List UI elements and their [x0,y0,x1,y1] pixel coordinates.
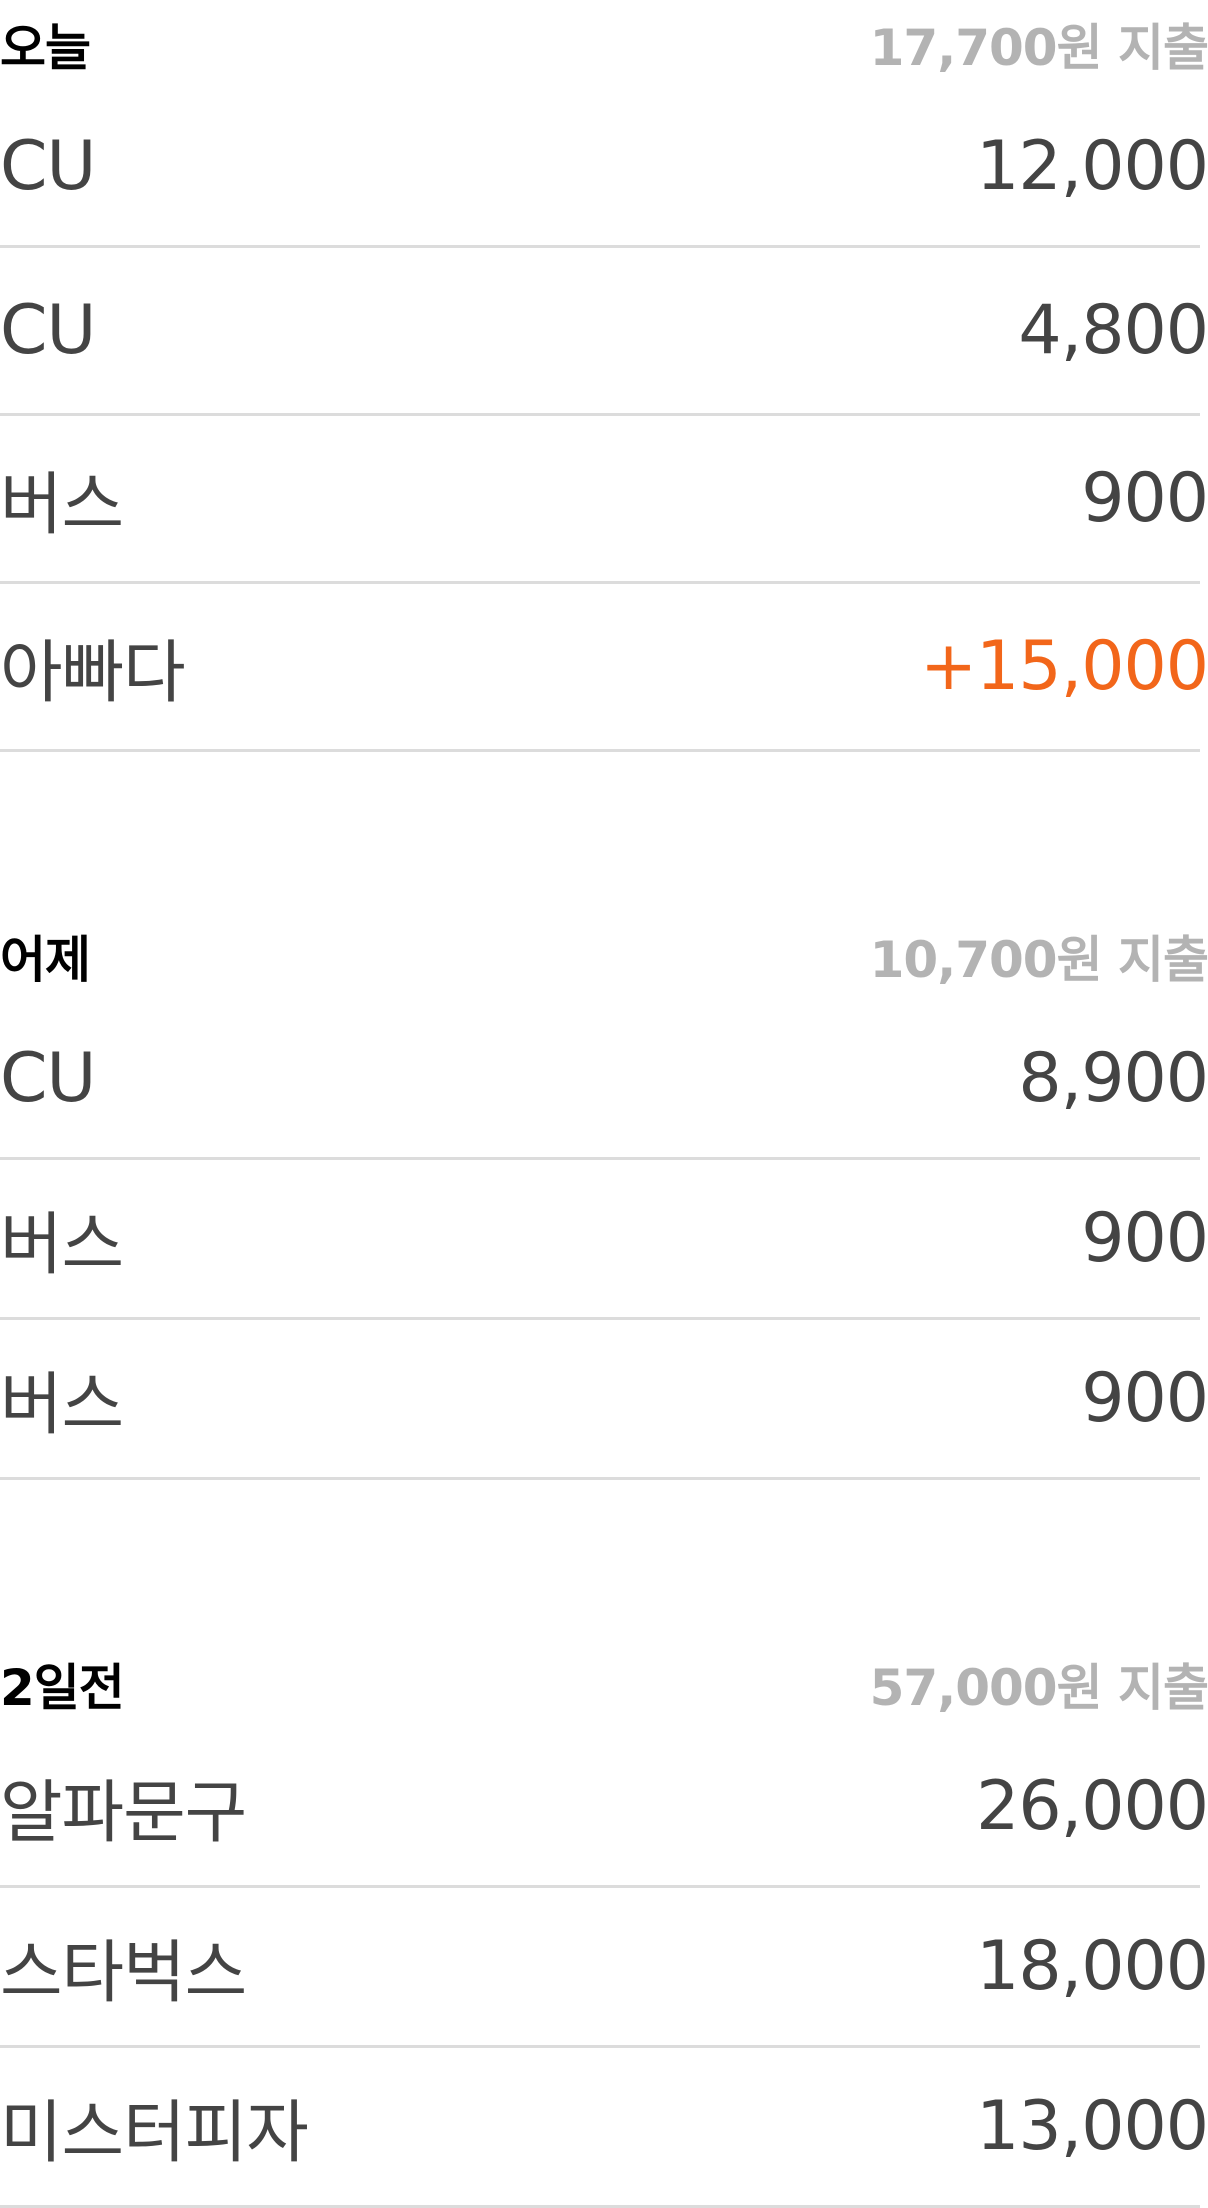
transaction-row[interactable]: CU 4,800 [0,248,1208,416]
day-total-spent: 10,700원 지출 [869,931,1208,989]
transaction-merchant: 버스 [0,1206,124,1285]
transaction-amount: 900 [1081,459,1208,538]
transaction-row[interactable]: 알파문구 26,000 [0,1728,1208,1888]
transaction-amount: 13,000 [976,2087,1208,2166]
transaction-amount: 900 [1081,1359,1208,1438]
transaction-merchant: CU [0,1039,96,1118]
transaction-amount: 900 [1081,1199,1208,1278]
transaction-row[interactable]: 아빠다 +15,000 [0,584,1208,752]
day-total-spent: 57,000원 지출 [869,1659,1208,1717]
transaction-merchant: CU [0,291,96,370]
transaction-merchant: 버스 [0,466,124,545]
transaction-row[interactable]: 버스 900 [0,1160,1208,1320]
transaction-amount: 12,000 [976,127,1208,206]
transaction-row[interactable]: 미스터피자 13,000 [0,2048,1208,2208]
transaction-merchant: 알파문구 [0,1774,247,1853]
transaction-row[interactable]: CU 8,900 [0,1000,1208,1160]
transaction-row[interactable]: 버스 900 [0,1320,1208,1480]
day-title: 오늘 [0,19,91,77]
transaction-merchant: 버스 [0,1366,124,1445]
day-section-yesterday: 어제 10,700원 지출 CU 8,900 버스 900 버스 900 [0,912,1208,1480]
transaction-row[interactable]: CU 12,000 [0,88,1208,248]
day-section-header: 2일전 57,000원 지출 [0,1640,1208,1728]
transaction-amount: 18,000 [976,1927,1208,2006]
transaction-row[interactable]: 버스 900 [0,416,1208,584]
transaction-merchant: 미스터피자 [0,2094,309,2173]
section-spacer [0,1480,1208,1640]
day-title: 2일전 [0,1659,125,1717]
transaction-amount: 4,800 [1018,291,1208,370]
transaction-merchant: CU [0,127,96,206]
day-section-today: 오늘 17,700원 지출 CU 12,000 CU 4,800 버스 900 … [0,0,1208,752]
transaction-merchant: 아빠다 [0,634,186,713]
day-section-header: 오늘 17,700원 지출 [0,0,1208,88]
transaction-amount: 8,900 [1018,1039,1208,1118]
transaction-merchant: 스타벅스 [0,1934,247,2013]
transaction-amount: 26,000 [976,1767,1208,1846]
transaction-row[interactable]: 스타벅스 18,000 [0,1888,1208,2048]
day-title: 어제 [0,931,91,989]
section-spacer [0,752,1208,912]
transaction-amount-income: +15,000 [920,627,1208,706]
day-total-spent: 17,700원 지출 [869,19,1208,77]
day-section-2-days-ago: 2일전 57,000원 지출 알파문구 26,000 스타벅스 18,000 미… [0,1640,1208,2208]
day-section-header: 어제 10,700원 지출 [0,912,1208,1000]
